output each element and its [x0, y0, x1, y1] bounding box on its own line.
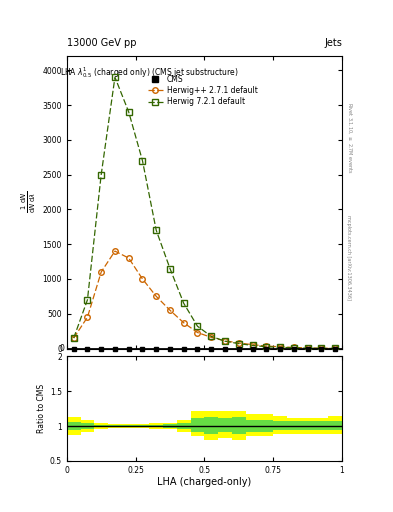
Bar: [122, 424, 136, 428]
Bar: [177, 420, 191, 432]
Text: Jets: Jets: [324, 37, 342, 48]
Text: 0: 0: [59, 344, 64, 353]
Bar: [108, 424, 122, 428]
Bar: [136, 424, 149, 428]
Bar: [136, 425, 149, 426]
Bar: [218, 411, 232, 438]
Bar: [108, 425, 122, 426]
Bar: [259, 414, 273, 436]
Bar: [232, 411, 246, 440]
Bar: [149, 423, 163, 429]
Bar: [301, 421, 314, 430]
Bar: [81, 420, 94, 432]
Bar: [301, 418, 314, 434]
Bar: [67, 417, 81, 435]
Bar: [246, 414, 259, 436]
Bar: [94, 422, 108, 430]
Bar: [122, 425, 136, 426]
Bar: [163, 424, 177, 428]
Bar: [314, 418, 328, 434]
Text: 13000 GeV pp: 13000 GeV pp: [67, 37, 136, 48]
Bar: [328, 421, 342, 430]
Bar: [177, 423, 191, 429]
Bar: [204, 417, 218, 434]
Y-axis label: Ratio to CMS: Ratio to CMS: [37, 384, 46, 433]
Legend: CMS, Herwig++ 2.7.1 default, Herwig 7.2.1 default: CMS, Herwig++ 2.7.1 default, Herwig 7.2.…: [148, 75, 258, 106]
Bar: [232, 417, 246, 434]
Text: Rivet 3.1.10, $\geq$ 2.7M events: Rivet 3.1.10, $\geq$ 2.7M events: [346, 102, 353, 174]
X-axis label: LHA (charged-only): LHA (charged-only): [157, 477, 252, 487]
Bar: [273, 421, 287, 430]
Bar: [67, 422, 81, 430]
Bar: [191, 418, 204, 432]
Bar: [163, 422, 177, 430]
Bar: [287, 421, 301, 430]
Bar: [218, 418, 232, 432]
Bar: [259, 420, 273, 432]
Bar: [246, 420, 259, 432]
Bar: [328, 416, 342, 434]
Bar: [149, 424, 163, 428]
Bar: [287, 418, 301, 434]
Bar: [204, 411, 218, 440]
Text: mcplots.cern.ch [arXiv:1306.3436]: mcplots.cern.ch [arXiv:1306.3436]: [346, 215, 351, 300]
Bar: [81, 423, 94, 429]
Bar: [273, 416, 287, 434]
Text: LHA $\lambda^{1}_{0.5}$ (charged only) (CMS jet substructure): LHA $\lambda^{1}_{0.5}$ (charged only) (…: [60, 65, 239, 80]
Y-axis label: $\frac{1}{\mathrm{d}N}\frac{\mathrm{d}N}{\mathrm{d}\lambda}$: $\frac{1}{\mathrm{d}N}\frac{\mathrm{d}N}…: [20, 191, 38, 214]
Bar: [314, 421, 328, 430]
Bar: [94, 424, 108, 428]
Bar: [191, 411, 204, 436]
